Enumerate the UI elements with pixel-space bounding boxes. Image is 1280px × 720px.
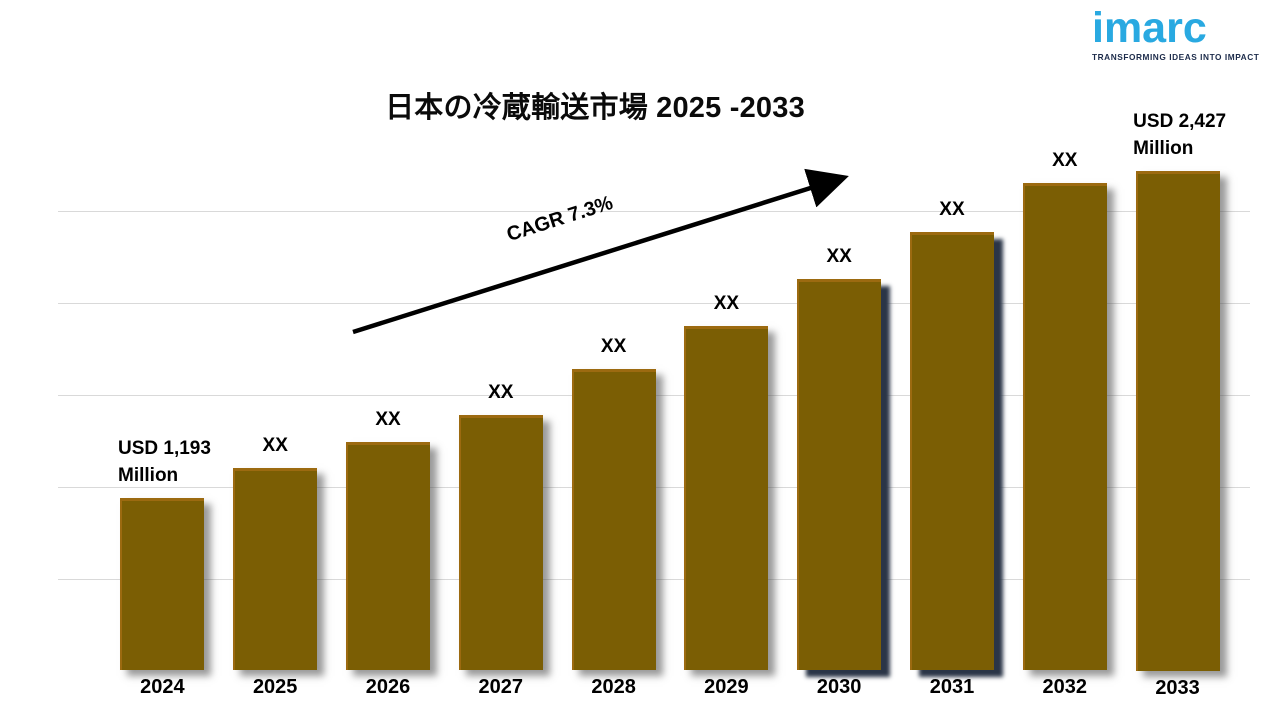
value-label-2029: XX (713, 293, 740, 314)
year-label-2026: 2026 (365, 676, 411, 698)
bar-2024 (120, 498, 205, 670)
year-label-2027: 2027 (478, 676, 524, 698)
gridline (58, 211, 1250, 212)
bar-2025 (233, 468, 318, 670)
bar-2030 (797, 279, 882, 670)
year-label-2032: 2032 (1042, 676, 1088, 698)
imarc-logo: imarc TRANSFORMING IDEAS INTO IMPACT (1092, 4, 1260, 63)
bar-column-2026: XX 2026 (332, 108, 445, 706)
imarc-logo-text: imarc (1092, 4, 1207, 52)
bar-series: USD 1,193 Million 2024 XX 2025 XX 2026 XX 2027 X… (106, 108, 1234, 706)
bar-2032 (1022, 183, 1107, 670)
bar-column-2028: XX 2028 (557, 108, 670, 706)
cagr-trend-arrow-icon (352, 168, 849, 335)
bar-2026 (345, 442, 430, 670)
chart-title: 日本の冷蔵輸送市場 2025 -2033 (385, 92, 805, 124)
bar-column-2024: USD 1,193 Million 2024 (106, 108, 219, 706)
year-label-2024: 2024 (140, 676, 185, 698)
value-label-2026: XX (375, 409, 401, 430)
bar-2033 (1135, 171, 1220, 672)
bar-column-2030: XX 2030 (783, 108, 896, 706)
year-label-2029: 2029 (704, 676, 749, 698)
bar-column-2033: USD 2,427 Million 2033 (1121, 108, 1234, 706)
value-label-2033: USD 2,427 Million (1133, 111, 1227, 159)
year-label-2030: 2030 (816, 676, 862, 698)
value-label-2024: USD 1,193 Million (118, 438, 211, 486)
bar-column-2029: XX 2029 (670, 108, 783, 706)
gridline (58, 303, 1250, 304)
value-label-2025: XX (262, 435, 288, 456)
bar-column-2032: XX 2032 (1008, 108, 1121, 706)
bar-2028 (571, 369, 656, 670)
bar-column-2027: XX 2027 (444, 108, 557, 706)
value-label-2031: XX (939, 199, 965, 220)
year-label-2031: 2031 (929, 676, 975, 698)
year-label-2028: 2028 (591, 676, 636, 698)
year-label-2033: 2033 (1155, 677, 1200, 700)
imarc-logo-tagline: TRANSFORMING IDEAS INTO IMPACT (1092, 52, 1260, 63)
value-label-2030: XX (826, 246, 852, 267)
year-label-2025: 2025 (252, 676, 298, 698)
value-label-2032: XX (1052, 150, 1078, 171)
value-label-2027: XX (488, 382, 514, 403)
bar-column-2031: XX 2031 (896, 108, 1009, 706)
bar-2031 (909, 232, 994, 670)
bar-column-2025: XX 2025 (219, 108, 332, 706)
value-label-2028: XX (600, 336, 627, 357)
bar-2027 (458, 415, 543, 670)
bar-2029 (684, 326, 769, 670)
